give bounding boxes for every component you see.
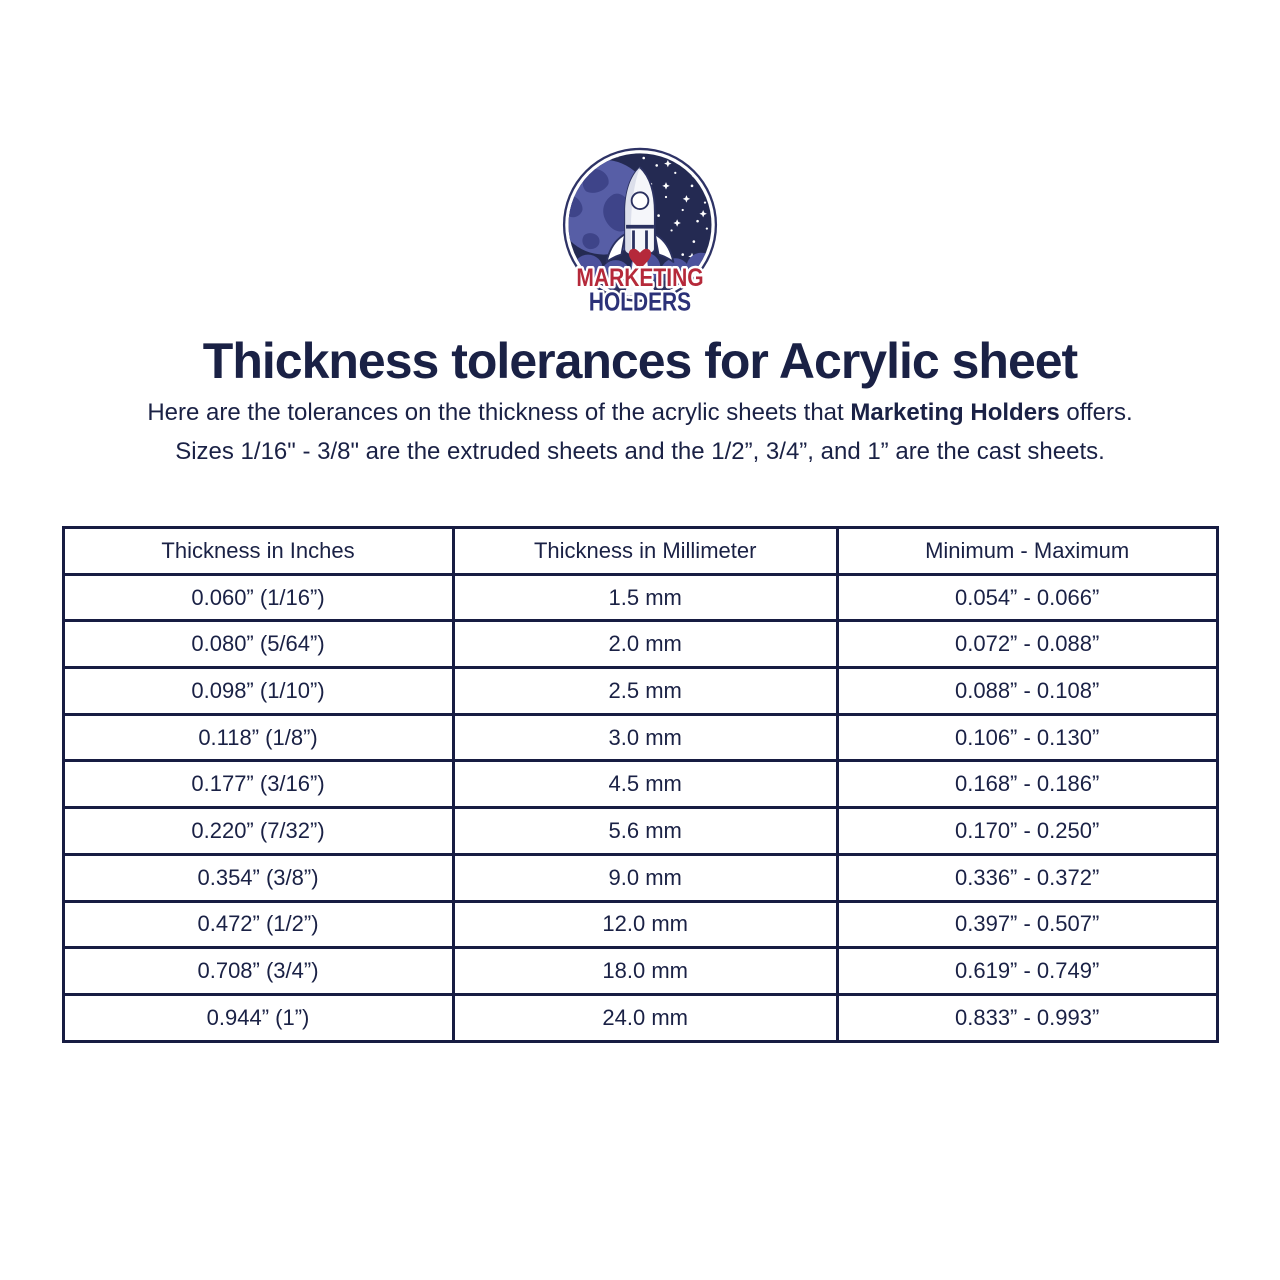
table-cell: 0.054” - 0.066” (835, 572, 1219, 623)
table-row: 0.472” (1/2”) 12.0 mm 0.397” - 0.507” (61, 899, 1219, 950)
wordmark-holders: HOLDERS (589, 286, 691, 316)
table-cell: 18.0 mm (451, 946, 839, 996)
table-cell: 0.397” - 0.507” (835, 899, 1219, 950)
table-row: 0.177” (3/16”) 4.5 mm 0.168” - 0.186” (61, 759, 1219, 810)
col-header-min-max: Minimum - Maximum (835, 526, 1219, 576)
table-cell: 0.472” (1/2”) (61, 899, 455, 950)
table-cell: 0.168” - 0.186” (835, 759, 1219, 810)
wordmark-marketing: MARKETING (576, 264, 703, 292)
table-cell: 0.106” - 0.130” (835, 712, 1219, 763)
logo-container: MARKETING HOLDERS (0, 0, 1280, 327)
table-row: 0.098” (1/10”) 2.5 mm 0.088” - 0.108” (61, 666, 1219, 716)
table-row: 0.708” (3/4”) 18.0 mm 0.619” - 0.749” (61, 946, 1219, 996)
table-cell: 0.118” (1/8”) (61, 712, 455, 763)
table-cell: 0.708” (3/4”) (61, 946, 455, 996)
table-cell: 0.072” - 0.088” (835, 619, 1219, 670)
table-cell: 0.833” - 0.993” (835, 992, 1219, 1043)
table-cell: 3.0 mm (451, 712, 839, 763)
table-row: 0.060” (1/16”) 1.5 mm 0.054” - 0.066” (61, 572, 1219, 623)
rocket-window (630, 191, 650, 210)
table-cell: 9.0 mm (451, 852, 839, 903)
rocket-plume (619, 252, 661, 297)
table-cell: 0.088” - 0.108” (835, 666, 1219, 716)
col-header-thickness-inches: Thickness in Inches (61, 526, 455, 576)
table-cell: 0.354” (3/8”) (61, 852, 455, 903)
table-header-row: Thickness in Inches Thickness in Millime… (61, 526, 1219, 576)
table-row: 0.354” (3/8”) 9.0 mm 0.336” - 0.372” (61, 852, 1219, 903)
table-cell: 0.080” (5/64”) (61, 619, 455, 670)
table-row: 0.944” (1”) 24.0 mm 0.833” - 0.993” (61, 992, 1219, 1043)
intro-brand-name: Marketing Holders (850, 399, 1060, 426)
col-header-thickness-mm: Thickness in Millimeter (451, 526, 839, 576)
table-cell: 0.220” (7/32”) (61, 806, 455, 856)
table-cell: 24.0 mm (451, 992, 839, 1043)
table-cell: 12.0 mm (451, 899, 839, 950)
table-row: 0.220” (7/32”) 5.6 mm 0.170” - 0.250” (61, 806, 1219, 856)
table-cell: 1.5 mm (451, 572, 839, 623)
tolerance-table: Thickness in Inches Thickness in Millime… (61, 526, 1219, 1043)
table-container: Thickness in Inches Thickness in Millime… (61, 526, 1219, 1043)
intro-line1-suffix: offers. (1059, 399, 1133, 426)
table-cell: 4.5 mm (451, 759, 839, 810)
table-row: 0.118” (1/8”) 3.0 mm 0.106” - 0.130” (61, 712, 1219, 763)
table-cell: 0.060” (1/16”) (61, 572, 455, 623)
table-cell: 2.5 mm (451, 666, 839, 716)
table-cell: 0.944” (1”) (61, 992, 455, 1043)
table-cell: 0.098” (1/10”) (61, 666, 455, 716)
table-cell: 2.0 mm (451, 619, 839, 670)
intro-text: Here are the tolerances on the thickness… (0, 393, 1280, 471)
page-title: Thickness tolerances for Acrylic sheet (202, 333, 1078, 389)
table-cell: 0.177” (3/16”) (61, 759, 455, 810)
marketing-holders-logo: MARKETING HOLDERS (562, 147, 718, 319)
table-cell: 5.6 mm (451, 806, 839, 856)
intro-line2: Sizes 1/16" - 3/8" are the extruded shee… (175, 438, 1105, 465)
rocket-heart-flame (628, 248, 652, 270)
table-row: 0.080” (5/64”) 2.0 mm 0.072” - 0.088” (61, 619, 1219, 670)
table-cell: 0.170” - 0.250” (835, 806, 1219, 856)
rocket-graphic (605, 166, 675, 270)
table-cell: 0.336” - 0.372” (835, 852, 1219, 903)
intro-line1-prefix: Here are the tolerances on the thickness… (147, 399, 851, 426)
table-cell: 0.619” - 0.749” (835, 946, 1219, 996)
